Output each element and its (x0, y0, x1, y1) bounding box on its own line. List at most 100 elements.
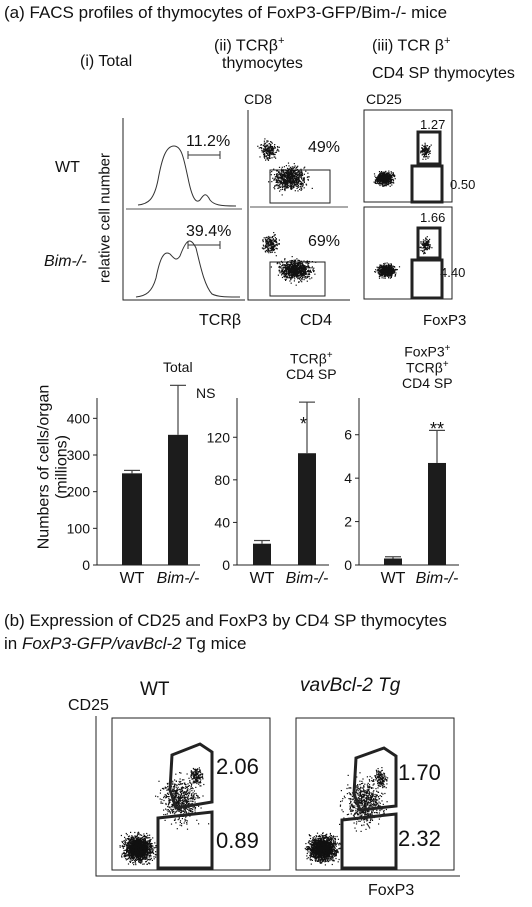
y-tick-label: 4 (344, 470, 352, 486)
foxp3-x-label-a: FoxP3 (423, 312, 467, 329)
bar1-title: Total (163, 359, 193, 375)
cd25-foxp3-panel (363, 109, 453, 300)
panel-b-tg-label: vavBcl-2 Tg (300, 675, 401, 696)
y-tick-label: 80 (214, 472, 230, 488)
bar-wt-2 (253, 543, 271, 565)
scatter-cloud-cd8-wt (257, 138, 313, 196)
category-label: WT (250, 570, 275, 587)
bar3-sig: ** (430, 419, 445, 439)
panel-b-tg-gate-lower (340, 812, 398, 870)
bar-wt-3 (384, 558, 402, 565)
scatter-cloud-cd8-bim (261, 232, 317, 286)
treg-gate-upper-bim (416, 226, 442, 260)
col-iii-subtitle: CD4 SP thymocytes (372, 65, 515, 82)
col-i-title: (i) Total (80, 53, 133, 70)
y-tick-label: 120 (207, 429, 231, 445)
category-label: WT (120, 570, 145, 587)
treg-bim-lower: 4.40 (440, 265, 466, 280)
y-tick-label: 40 (214, 514, 230, 530)
cd4-gate-bim (269, 261, 326, 297)
panel-b-title-pre: in (4, 634, 22, 653)
panel-a-title: (a) FACS profiles of thymocytes of FoxP3… (4, 3, 448, 22)
row-label-bim: Bim-/- (44, 253, 87, 270)
bar3-title: FoxP3+ TCRβ+ CD4 SP (402, 343, 453, 392)
category-label: Bim-/- (157, 570, 200, 587)
col-ii-title: (ii) TCRβ+ (214, 35, 285, 55)
bar2-title-sup: + (326, 350, 333, 361)
bar-chart-1: 0 100 200 300 400 WT Bim-/- (67, 384, 200, 587)
panel-b-wt-upper: 2.06 (216, 754, 259, 779)
col-iii-sup: + (444, 35, 451, 47)
category-label: Bim-/- (416, 570, 459, 587)
panel-b-wt-gate-upper (168, 742, 214, 810)
y-tick-label: 2 (344, 514, 352, 530)
treg-bim-upper: 1.66 (420, 210, 446, 225)
hist-wt-pct: 11.2% (186, 133, 231, 150)
bar2-title-line1: TCRβ (290, 350, 327, 367)
y-tick-label: 200 (67, 484, 91, 500)
bar1-sig: NS (196, 385, 216, 401)
treg-plot-bim (363, 206, 453, 300)
bar-wt-1 (122, 473, 142, 565)
cd8-y-label: CD8 (244, 91, 273, 107)
y-tick-label: 0 (344, 557, 352, 573)
scatter-cloud-b-tg (304, 767, 389, 866)
panel-b-wt-lower: 0.89 (216, 828, 259, 853)
y-tick-label: 0 (82, 557, 90, 573)
category-label: Bim-/- (286, 570, 329, 587)
y-tick-label: 0 (222, 557, 230, 573)
col-iii-title: (iii) TCR β+ (372, 35, 451, 55)
panel-b-title-line2: in FoxP3-GFP/vavBcl-2 Tg mice (4, 635, 247, 652)
y-tick-label: 6 (344, 427, 352, 443)
col-iii-line1: (iii) TCR β (372, 37, 445, 55)
treg-gate-upper-wt (416, 130, 442, 166)
bar-chart-3: 0 2 4 6 WT Bim-/- (344, 398, 459, 587)
panel-b-axes (95, 716, 460, 877)
histogram-axes (122, 118, 245, 301)
hist-x-label: TCRβ (199, 312, 242, 329)
hist-bim-pct: 39.4% (186, 223, 232, 240)
cd4-cd8-panel (247, 110, 350, 301)
panel-b-cd25-label: CD25 (68, 697, 109, 714)
col-ii-subtitle: thymocytes (222, 55, 303, 72)
cd25-y-label-a: CD25 (366, 91, 402, 107)
panel-b-tg-gate-upper (352, 746, 398, 812)
treg-plot-wt (363, 109, 453, 203)
y-tick-label: 300 (67, 447, 91, 463)
panel-b-wt-gate-lower (156, 810, 214, 870)
bar2-title-line2: CD4 SP (286, 366, 337, 383)
y-tick-label: 400 (67, 410, 91, 426)
panel-b-tg-lower: 2.32 (398, 826, 441, 851)
cd4-bim-pct: 69% (308, 233, 341, 250)
bar3-title-line3: CD4 SP (402, 375, 453, 392)
panel-b-tg-upper: 1.70 (398, 760, 441, 785)
panel-b-foxp3-label: FoxP3 (368, 882, 415, 899)
treg-wt-lower: 0.50 (450, 177, 476, 192)
cd4-wt-pct: 49% (308, 139, 341, 156)
cd4-cd8-axes (247, 110, 350, 301)
bar3-title-sup2: + (442, 359, 449, 371)
panel-b-wt-label: WT (140, 679, 170, 700)
cd4-x-label: CD4 (300, 312, 333, 329)
bar-chart-2: 0 40 80 120 WT Bim-/- (207, 398, 329, 587)
scatter-cloud-treg-bim (374, 236, 433, 279)
panel-b-title-line1: (b) Expression of CD25 and FoxP3 by CD4 … (4, 611, 447, 630)
panel-b-title-italic: FoxP3-GFP/vavBcl-2 (21, 634, 182, 653)
cd4-gate-wt (269, 169, 331, 204)
col-ii-line1: (ii) TCRβ (214, 37, 279, 55)
histogram-bim-curve (135, 240, 241, 298)
treg-gate-lower-bim (410, 258, 444, 300)
category-label: WT (381, 570, 406, 587)
bar3-title-line1: FoxP3 (404, 343, 445, 360)
treg-wt-upper: 1.27 (420, 117, 446, 132)
scatter-cloud-b-wt (119, 767, 210, 866)
histogram-panel (122, 118, 245, 301)
panel-b-tg-plot (295, 717, 455, 871)
col-ii-sup: + (278, 35, 285, 47)
row-label-wt: WT (55, 159, 80, 176)
scatter-cloud-treg-wt (373, 142, 432, 187)
bar2-title: TCRβ+ CD4 SP (286, 350, 337, 383)
